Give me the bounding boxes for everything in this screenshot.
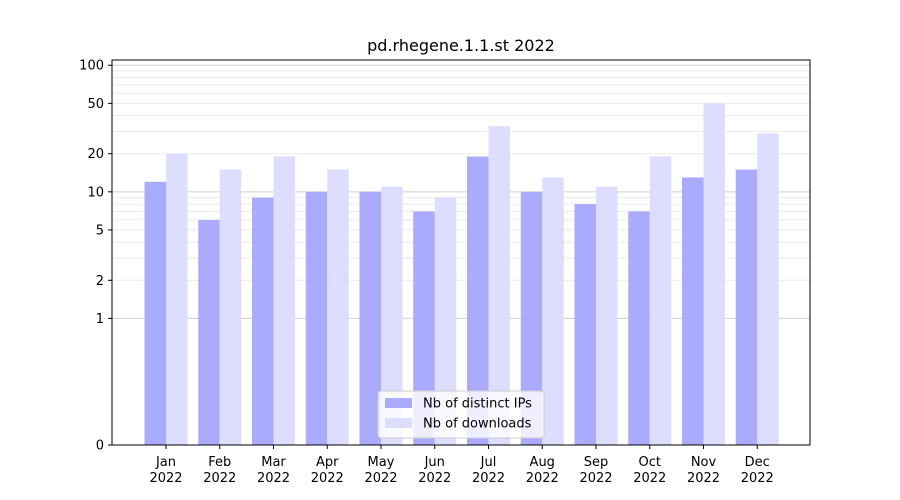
bar-distinct-ips	[682, 177, 704, 446]
bar-downloads	[219, 169, 242, 445]
bar-distinct-ips	[467, 156, 489, 446]
y-axis: 0 1 2 5 10 20 50 100	[79, 59, 112, 454]
x-axis: Jan 2022 Feb 2022 Mar 2022 Apr 2022 May 2022 Jun 20…	[149, 445, 774, 486]
legend-label: Nb of downloads	[423, 417, 532, 432]
bar-distinct-ips	[144, 181, 166, 445]
x-tick-label: Jul 2022	[472, 455, 505, 486]
bar-downloads	[649, 156, 672, 446]
bar-downloads	[757, 133, 779, 445]
bar-downloads	[273, 156, 295, 446]
x-tick-label: Nov 2022	[687, 455, 720, 486]
x-tick-label: Feb 2022	[203, 455, 236, 486]
x-tick-label: May 2022	[364, 455, 397, 486]
bar-downloads	[488, 126, 510, 446]
x-tick-label: Sep 2022	[579, 455, 612, 486]
y-tick-label: 0	[96, 439, 104, 454]
bar-downloads	[166, 153, 188, 446]
legend-box	[377, 390, 545, 439]
bar-downloads	[434, 197, 457, 445]
bar-distinct-ips	[359, 191, 381, 445]
bar-downloads	[327, 169, 349, 445]
x-tick-label: Dec 2022	[741, 455, 774, 486]
x-tick-label: Jan 2022	[149, 455, 182, 486]
legend-swatch	[385, 418, 412, 428]
bar-downloads	[381, 186, 403, 446]
x-tick-label: Oct 2022	[633, 455, 666, 486]
y-tick-label: 5	[96, 223, 104, 238]
y-tick-label: 100	[79, 59, 104, 74]
bar-downloads	[542, 177, 564, 446]
x-tick-label: Jun 2022	[418, 455, 451, 486]
bar-distinct-ips	[252, 197, 274, 445]
y-tick-label: 2	[96, 274, 104, 289]
x-tick-label: Mar 2022	[257, 455, 290, 486]
x-tick-label: Aug 2022	[526, 455, 559, 486]
y-tick-label: 20	[87, 147, 104, 162]
y-tick-label: 1	[96, 312, 104, 327]
legend: Nb of distinct IPs Nb of downloads	[377, 390, 545, 439]
y-tick-label: 50	[87, 97, 104, 112]
bar-distinct-ips	[628, 211, 650, 445]
bar-distinct-ips	[198, 219, 220, 445]
legend-label: Nb of distinct IPs	[423, 397, 532, 412]
legend-swatch	[385, 398, 412, 408]
bar-downloads	[703, 103, 725, 445]
bar-distinct-ips	[305, 191, 328, 445]
y-tick-label: 10	[87, 185, 104, 200]
chart-title: pd.rhegene.1.1.st 2022	[367, 36, 555, 55]
bar-distinct-ips	[413, 211, 435, 445]
bars	[144, 103, 779, 446]
bar-distinct-ips	[574, 204, 596, 445]
x-tick-label: Apr 2022	[311, 455, 344, 486]
bar-distinct-ips	[735, 169, 758, 445]
plot-frame	[111, 59, 811, 446]
bar-distinct-ips	[520, 191, 543, 445]
bar-downloads	[596, 186, 618, 446]
